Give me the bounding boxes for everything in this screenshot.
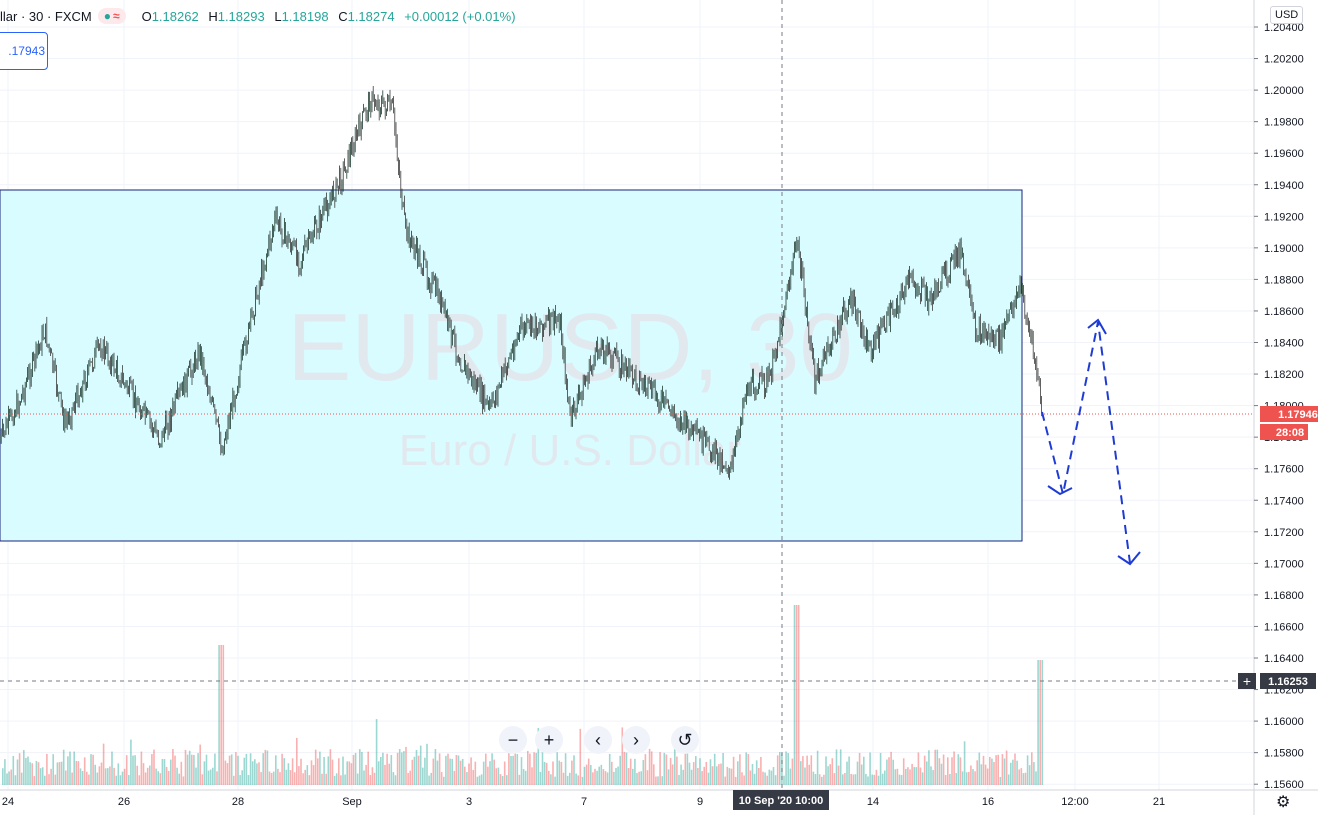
price-tick-label: 1.20400 — [1264, 22, 1304, 34]
crosshair-time-label: 10 Sep '20 10:00 — [733, 790, 829, 810]
time-tick-label: 16 — [982, 796, 994, 808]
crosshair-time-value: 10 Sep '20 10:00 — [739, 795, 824, 807]
rectangle-drawing[interactable] — [0, 189, 1023, 542]
ohlc-values: O1.18262 H1.18293 L1.18198 C1.18274 +0.0… — [141, 8, 516, 24]
price-tick-label: 1.17400 — [1264, 495, 1304, 507]
time-tick-label: 12:00 — [1061, 796, 1089, 808]
current-price-label: 1.17946 28:08 — [1260, 406, 1318, 440]
price-tick-label: 1.16000 — [1264, 716, 1304, 728]
current-price-value: 1.17946 — [1278, 409, 1318, 421]
price-tick-label: 1.17200 — [1264, 527, 1304, 539]
time-tick-label: 28 — [232, 796, 244, 808]
time-tick-label: 24 — [2, 796, 14, 808]
crosshair-price-value: 1.16253 — [1268, 676, 1308, 688]
crosshair-price-label: + 1.16253 — [1238, 673, 1316, 689]
time-tick-label: 7 — [581, 796, 587, 808]
zoom-out-button[interactable]: − — [499, 726, 527, 754]
scroll-left-button[interactable]: ‹ — [584, 726, 612, 754]
crosshair-plus-icon: + — [1243, 673, 1251, 689]
price-tick-label: 1.17600 — [1264, 464, 1304, 476]
status-indicators[interactable]: ● ≈ — [97, 8, 126, 24]
price-tick-label: 1.20000 — [1264, 85, 1304, 97]
zoom-in-button[interactable]: + — [535, 726, 563, 754]
price-tick-label: 1.18800 — [1264, 274, 1304, 286]
time-axis[interactable]: 24 26 28 Sep 3 7 9 14 16 12:00 21 — [2, 796, 1165, 808]
price-tick-label: 1.16400 — [1264, 653, 1304, 665]
price-tick-label: 1.19000 — [1264, 243, 1304, 255]
price-tick-label: 1.19400 — [1264, 180, 1304, 192]
time-tick-label: 14 — [867, 796, 879, 808]
price-tick-label: 1.16600 — [1264, 621, 1304, 633]
scroll-right-button[interactable]: › — [622, 726, 650, 754]
price-tick-label: 1.19200 — [1264, 211, 1304, 223]
reset-chart-button[interactable]: ↺ — [671, 726, 699, 754]
time-tick-label: 9 — [697, 796, 703, 808]
data-delay-icon: ≈ — [112, 9, 120, 23]
countdown-value: 28:08 — [1276, 427, 1304, 439]
sell-price-badge[interactable]: .17943 — [0, 32, 48, 70]
time-tick-label: Sep — [342, 796, 362, 808]
watermark-description: Euro / U.S. Dollar — [399, 426, 741, 475]
price-tick-label: 1.18200 — [1264, 369, 1304, 381]
change-value: +0.00012 (+0.01%) — [404, 8, 516, 24]
price-tick-label: 1.15600 — [1264, 779, 1304, 791]
price-tick-label: 1.15800 — [1264, 748, 1304, 760]
symbol-name[interactable]: llar · 30 · FXCM — [0, 8, 92, 24]
symbol-legend[interactable]: llar · 30 · FXCM ● ≈ O1.18262 H1.18293 L… — [0, 8, 516, 24]
projection-path[interactable] — [1041, 321, 1131, 564]
price-tick-label: 1.18600 — [1264, 306, 1304, 318]
price-tick-label: 1.16800 — [1264, 590, 1304, 602]
price-tick-label: 1.18400 — [1264, 338, 1304, 350]
time-tick-label: 3 — [466, 796, 472, 808]
price-series[interactable] — [0, 85, 1042, 480]
price-axis[interactable]: 1.20400 1.20200 1.20000 1.19800 1.19600 1.194… — [1254, 22, 1304, 791]
price-tick-label: 1.19800 — [1264, 117, 1304, 129]
time-tick-label: 26 — [118, 796, 130, 808]
price-tick-label: 1.19600 — [1264, 148, 1304, 160]
volume-bars — [2, 605, 1044, 785]
projection-arrowheads — [1047, 318, 1141, 566]
market-open-icon: ● — [103, 9, 111, 23]
time-tick-label: 21 — [1153, 796, 1165, 808]
price-tick-label: 1.17000 — [1264, 558, 1304, 570]
price-tick-label: 1.20200 — [1264, 54, 1304, 66]
gear-icon[interactable]: ⚙ — [1276, 794, 1291, 811]
currency-button[interactable]: USD — [1270, 6, 1304, 24]
